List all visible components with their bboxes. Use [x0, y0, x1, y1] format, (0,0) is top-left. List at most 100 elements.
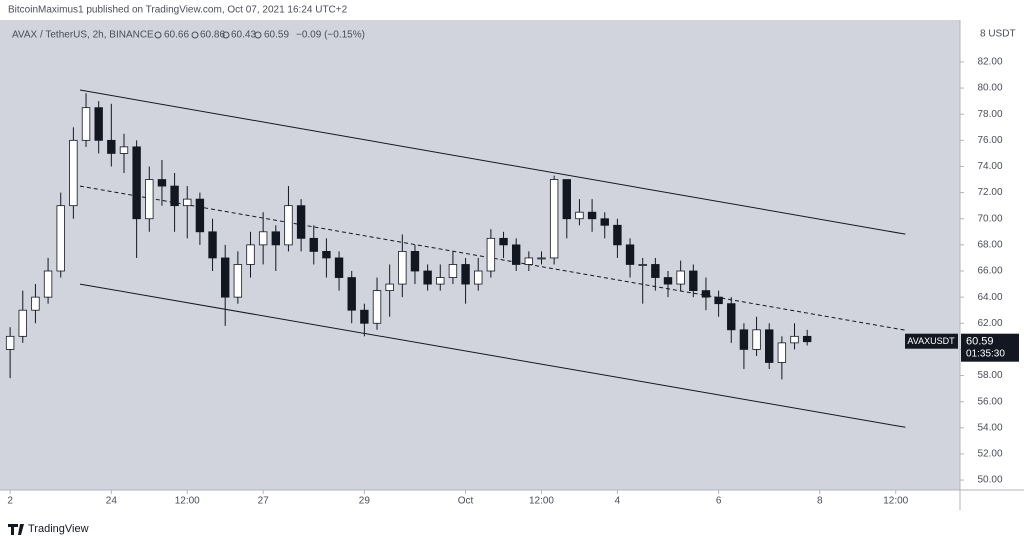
y-tick-label: 64.00 [977, 292, 1002, 303]
legend-icon [254, 31, 262, 39]
candle-body [537, 257, 546, 260]
y-tick-label: 78.00 [977, 109, 1002, 120]
candle-body [689, 270, 698, 292]
price-tag-value: 60.59 [966, 336, 994, 348]
footer-brand: TradingView [28, 523, 89, 535]
x-tick-label: 29 [359, 496, 371, 507]
candle-body [284, 205, 293, 246]
legend-low: 60.43 [231, 30, 256, 41]
candle-body [258, 231, 268, 246]
candle-body [600, 218, 609, 226]
legend-change: −0.09 (−0.15%) [296, 30, 365, 41]
currency-label: 8 USDT [980, 29, 1016, 40]
candle-body [436, 277, 445, 285]
candle-body [94, 107, 103, 141]
candle-body [398, 251, 407, 285]
candle-body [18, 309, 27, 337]
candle-body [676, 270, 685, 285]
y-tick-label: 56.00 [977, 396, 1002, 407]
candle-body [549, 179, 559, 259]
candle-body [790, 335, 799, 344]
candle-body [499, 237, 508, 246]
candle-body [701, 290, 711, 298]
y-tick-label: 72.00 [977, 187, 1002, 198]
x-tick-label: 27 [258, 496, 270, 507]
header-text: BitcoinMaximus1 published on TradingView… [8, 5, 348, 16]
candle-body [43, 270, 53, 298]
candle-body [423, 270, 432, 285]
x-tick-label: 24 [106, 496, 118, 507]
price-tag [961, 333, 1019, 362]
trend-line [79, 89, 906, 235]
candle-body [410, 251, 420, 272]
x-tick-label: 8 [817, 496, 823, 507]
candle-body [524, 257, 534, 265]
y-tick-label: 70.00 [977, 213, 1002, 224]
candle-body [221, 257, 230, 298]
y-tick-label: 76.00 [977, 135, 1002, 146]
x-tick-label: Oct [458, 496, 474, 507]
candle-body [170, 185, 179, 207]
candle-body [119, 146, 129, 154]
candle-body [107, 139, 116, 154]
y-tick-label: 54.00 [977, 422, 1002, 433]
candle-body [271, 231, 280, 246]
x-tick-label: 12:00 [529, 496, 554, 507]
candle-body [385, 283, 394, 292]
candle-body [69, 139, 78, 207]
legend-close: 60.59 [264, 30, 289, 41]
legend-open: 60.66 [164, 30, 189, 41]
candle-body [56, 205, 65, 272]
candle-body [663, 277, 673, 285]
candle-body [132, 146, 141, 220]
candle-body [802, 335, 812, 343]
legend-icon [191, 31, 199, 39]
y-tick-label: 52.00 [977, 449, 1002, 460]
y-tick-label: 66.00 [977, 266, 1002, 277]
candle-body [777, 342, 787, 363]
candle-body [613, 224, 622, 246]
candle-body [246, 244, 255, 265]
y-tick-label: 82.00 [977, 57, 1002, 68]
legend-symbol: AVAX / TetherUS, 2h, BINANCE [12, 30, 154, 41]
x-tick-label: 6 [716, 496, 722, 507]
candle-body [208, 231, 217, 259]
candle-body [575, 211, 584, 220]
candle-body [322, 251, 331, 259]
symbol-tag-text: AVAXUSDT [907, 336, 955, 346]
legend-icon [222, 31, 230, 39]
x-tick-label: 12:00 [883, 496, 908, 507]
y-tick-label: 80.00 [977, 83, 1002, 94]
candle-body [651, 264, 660, 278]
x-tick-label: 2 [7, 496, 13, 507]
candle-body [334, 257, 344, 278]
y-tick-label: 62.00 [977, 318, 1002, 329]
candle-body [372, 290, 382, 324]
candle-body [765, 329, 774, 363]
trend-line [79, 283, 906, 428]
logo [8, 524, 24, 535]
legend-icon [154, 31, 162, 39]
candle-body [183, 198, 192, 207]
symbol-tag [905, 333, 958, 349]
legend-high: 60.86 [200, 30, 225, 41]
candle-body [474, 270, 483, 285]
x-tick-label: 4 [615, 496, 621, 507]
candle-body [360, 309, 369, 324]
candle-body [727, 303, 736, 331]
y-tick-label: 68.00 [977, 240, 1002, 251]
candle-body [739, 329, 749, 350]
candle-body [511, 244, 521, 265]
candle-body [347, 277, 356, 311]
y-tick-label: 74.00 [977, 161, 1002, 172]
candle-body [195, 198, 205, 233]
y-tick-label: 50.00 [977, 475, 1002, 486]
candle-body [5, 335, 15, 350]
candle-body [31, 296, 40, 311]
candle-body [461, 264, 470, 285]
candle-body [145, 179, 154, 220]
candle-body [587, 211, 597, 220]
candle-body [81, 107, 91, 141]
